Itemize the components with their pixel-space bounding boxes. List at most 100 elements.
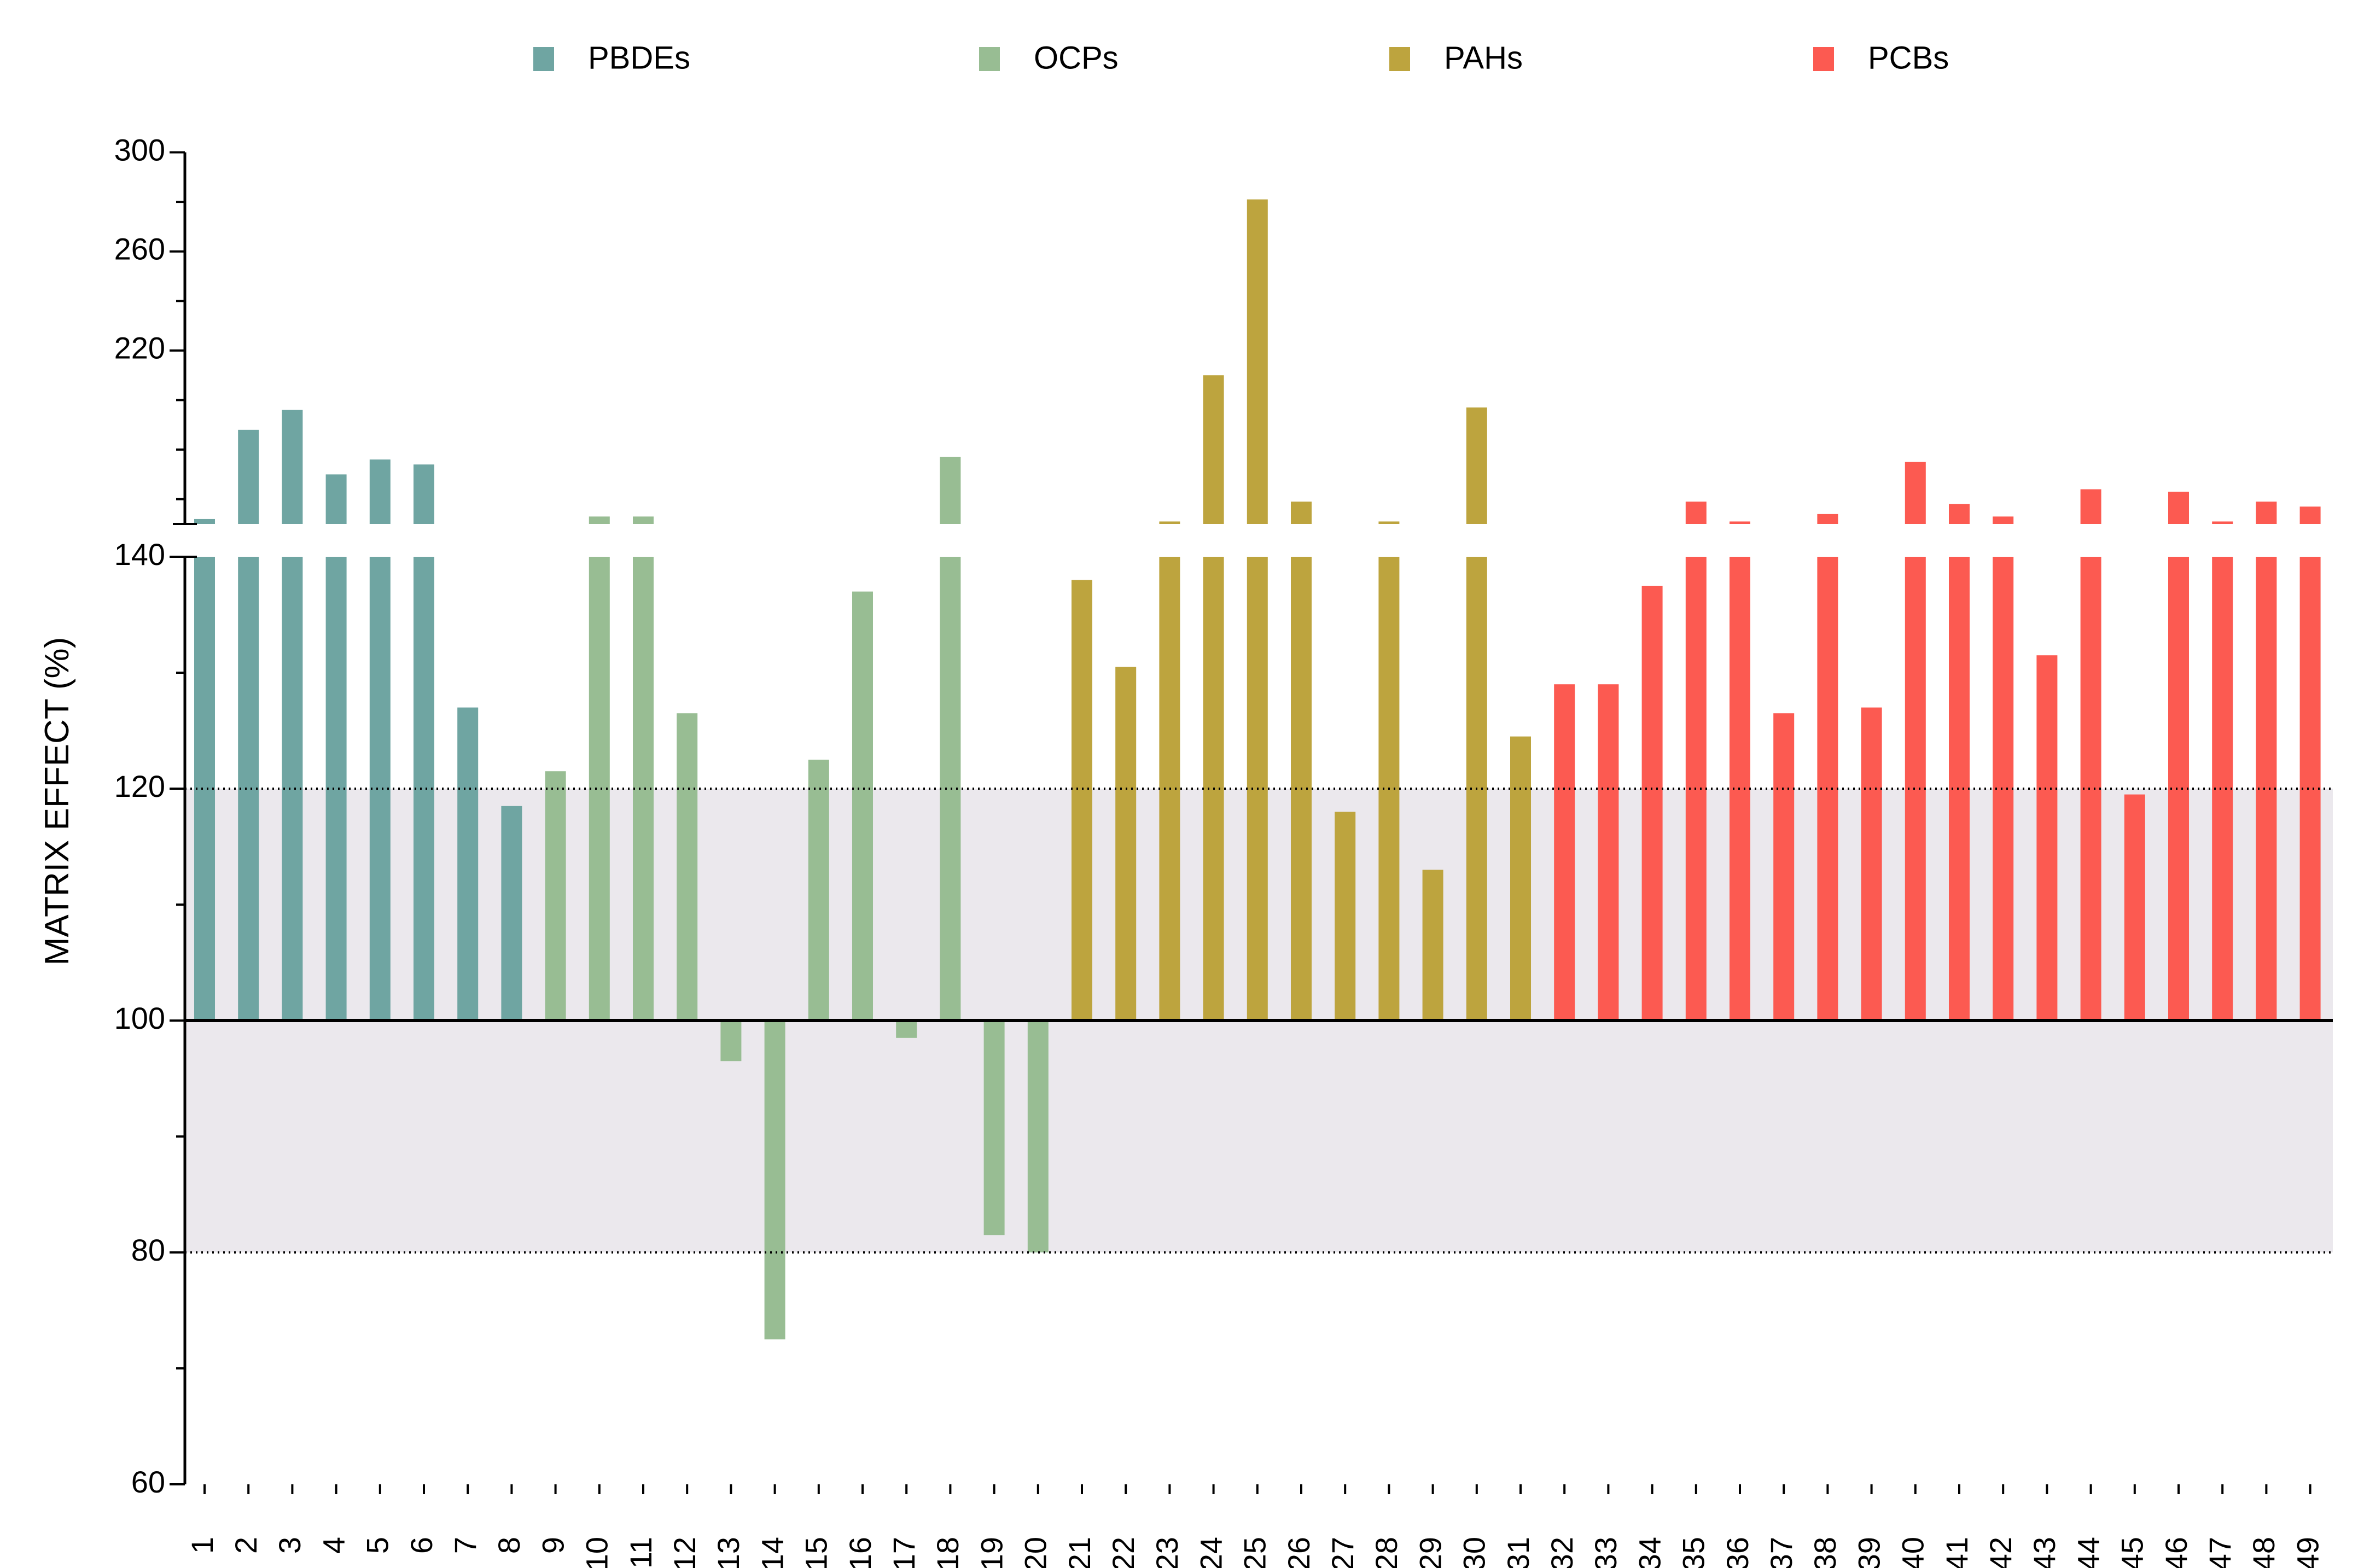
- bar-segment-upper: [238, 429, 259, 524]
- bar-segment: [677, 713, 698, 1021]
- x-tick-label: 8: [492, 1537, 526, 1554]
- bar-segment: [1641, 586, 1663, 1021]
- bar-17: [896, 1021, 917, 1038]
- legend-item-ocps: OCPs: [979, 40, 1119, 75]
- x-tick-label: 13: [711, 1537, 746, 1568]
- bar-37: [1773, 713, 1795, 1021]
- bar-46: [2168, 492, 2189, 1021]
- bar-42: [1993, 516, 2014, 1021]
- y-tick-label: 300: [114, 132, 165, 167]
- bar-segment-upper: [369, 459, 391, 524]
- bar-segment-upper: [633, 516, 654, 524]
- bar-segment: [1598, 684, 1619, 1021]
- x-tick-label: 1: [185, 1537, 219, 1554]
- bar-segment: [1554, 684, 1575, 1021]
- x-tick-label: 26: [1282, 1537, 1316, 1568]
- bar-27: [1335, 812, 1356, 1021]
- x-tick-label: 47: [2203, 1537, 2237, 1568]
- bar-28: [1378, 521, 1400, 1021]
- bar-segment-upper: [1905, 462, 1926, 524]
- y-tick-label: 80: [131, 1233, 165, 1267]
- x-tick-label: 30: [1457, 1537, 1492, 1568]
- bar-34: [1641, 586, 1663, 1021]
- bar-16: [852, 591, 873, 1021]
- x-tick-label: 9: [535, 1537, 570, 1554]
- bar-6: [414, 464, 434, 1021]
- bar-segment-lower: [369, 557, 391, 1021]
- legend-item-pbdes: PBDEs: [533, 40, 690, 75]
- legend-swatch: [979, 47, 1000, 71]
- bar-segment-upper: [1730, 521, 1750, 524]
- bar-13: [720, 1021, 742, 1062]
- bar-segment-upper: [2168, 492, 2189, 524]
- bar-24: [1203, 375, 1224, 1021]
- x-tick-label: 33: [1588, 1537, 1623, 1568]
- x-tick-label: 19: [974, 1537, 1009, 1568]
- x-tick-label: 43: [2027, 1537, 2062, 1568]
- bar-segment-lower: [325, 557, 347, 1021]
- bar-segment-upper: [1378, 521, 1400, 524]
- bar-segment: [1861, 707, 1882, 1021]
- bar-21: [1072, 580, 1092, 1021]
- bar-segment-upper: [194, 518, 215, 524]
- bar-segment-upper: [1203, 375, 1224, 524]
- bar-12: [677, 713, 698, 1021]
- bar-1: [194, 518, 215, 1021]
- x-tick-label: 35: [1676, 1537, 1711, 1568]
- x-tick-label: 6: [404, 1537, 439, 1554]
- x-tick-label: 4: [316, 1537, 351, 1554]
- legend: PBDEs OCPs PAHs PCBs: [533, 40, 1949, 75]
- x-tick-label: 36: [1720, 1537, 1755, 1568]
- x-tick-label: 21: [1062, 1537, 1097, 1568]
- bar-30: [1466, 407, 1487, 1021]
- legend-label: PAHs: [1444, 40, 1523, 75]
- bar-segment: [1027, 1021, 1049, 1252]
- x-tick-label: 20: [1018, 1537, 1053, 1568]
- x-tick-label: 10: [580, 1537, 614, 1568]
- axis-break-gap: [168, 524, 2338, 557]
- bar-8: [501, 806, 522, 1021]
- bar-segment: [1422, 870, 1443, 1021]
- bar-segment: [501, 806, 522, 1021]
- bar-segment-lower: [194, 557, 215, 1021]
- bar-segment-upper: [1949, 504, 1970, 524]
- x-tick-label: 23: [1150, 1537, 1184, 1568]
- axis-layer: 300 260 220 140 120 100 80 60: [114, 132, 2311, 1499]
- x-tick-label: 44: [2071, 1537, 2105, 1568]
- bar-33: [1598, 684, 1619, 1021]
- x-tick-label: 40: [1896, 1537, 1930, 1568]
- bar-3: [282, 410, 303, 1021]
- bar-segment: [1335, 812, 1356, 1021]
- bar-segment: [764, 1021, 785, 1339]
- bar-segment: [1510, 736, 1531, 1021]
- y-tick-label: 220: [114, 331, 165, 365]
- bar-43: [2036, 655, 2058, 1021]
- bar-15: [808, 760, 829, 1021]
- bar-segment-upper: [2212, 521, 2233, 524]
- y-tick-label: 120: [114, 769, 165, 803]
- x-tick-label: 11: [624, 1537, 658, 1568]
- bar-10: [589, 516, 610, 1021]
- legend-swatch: [1813, 47, 1834, 71]
- bar-segment-upper: [2299, 506, 2321, 524]
- x-tick-labels: 1 2 3 4 5 6 7 8 9 10 11 12 13 14 15 16 17 18 19 20 21 22 23 24 2…: [185, 1537, 2325, 1568]
- reference-lines-layer: [185, 788, 2333, 1254]
- bar-4: [325, 474, 347, 1021]
- bar-segment-upper: [1817, 514, 1838, 524]
- x-tick-label: 32: [1545, 1537, 1579, 1568]
- x-tick-label: 15: [799, 1537, 834, 1568]
- bar-9: [545, 771, 566, 1021]
- x-tick-label: 16: [843, 1537, 877, 1568]
- bar-20: [1027, 1021, 1049, 1252]
- bar-31: [1510, 736, 1531, 1021]
- x-tick-label: 37: [1764, 1537, 1798, 1568]
- x-tick-label: 2: [229, 1537, 263, 1554]
- y-tick-label: 140: [114, 537, 165, 572]
- bar-39: [1861, 707, 1882, 1021]
- x-tick-label: 28: [1369, 1537, 1404, 1568]
- x-tick-label: 41: [1940, 1537, 1974, 1568]
- bar-32: [1554, 684, 1575, 1021]
- legend-swatch: [1389, 47, 1410, 71]
- bar-segment: [720, 1021, 742, 1062]
